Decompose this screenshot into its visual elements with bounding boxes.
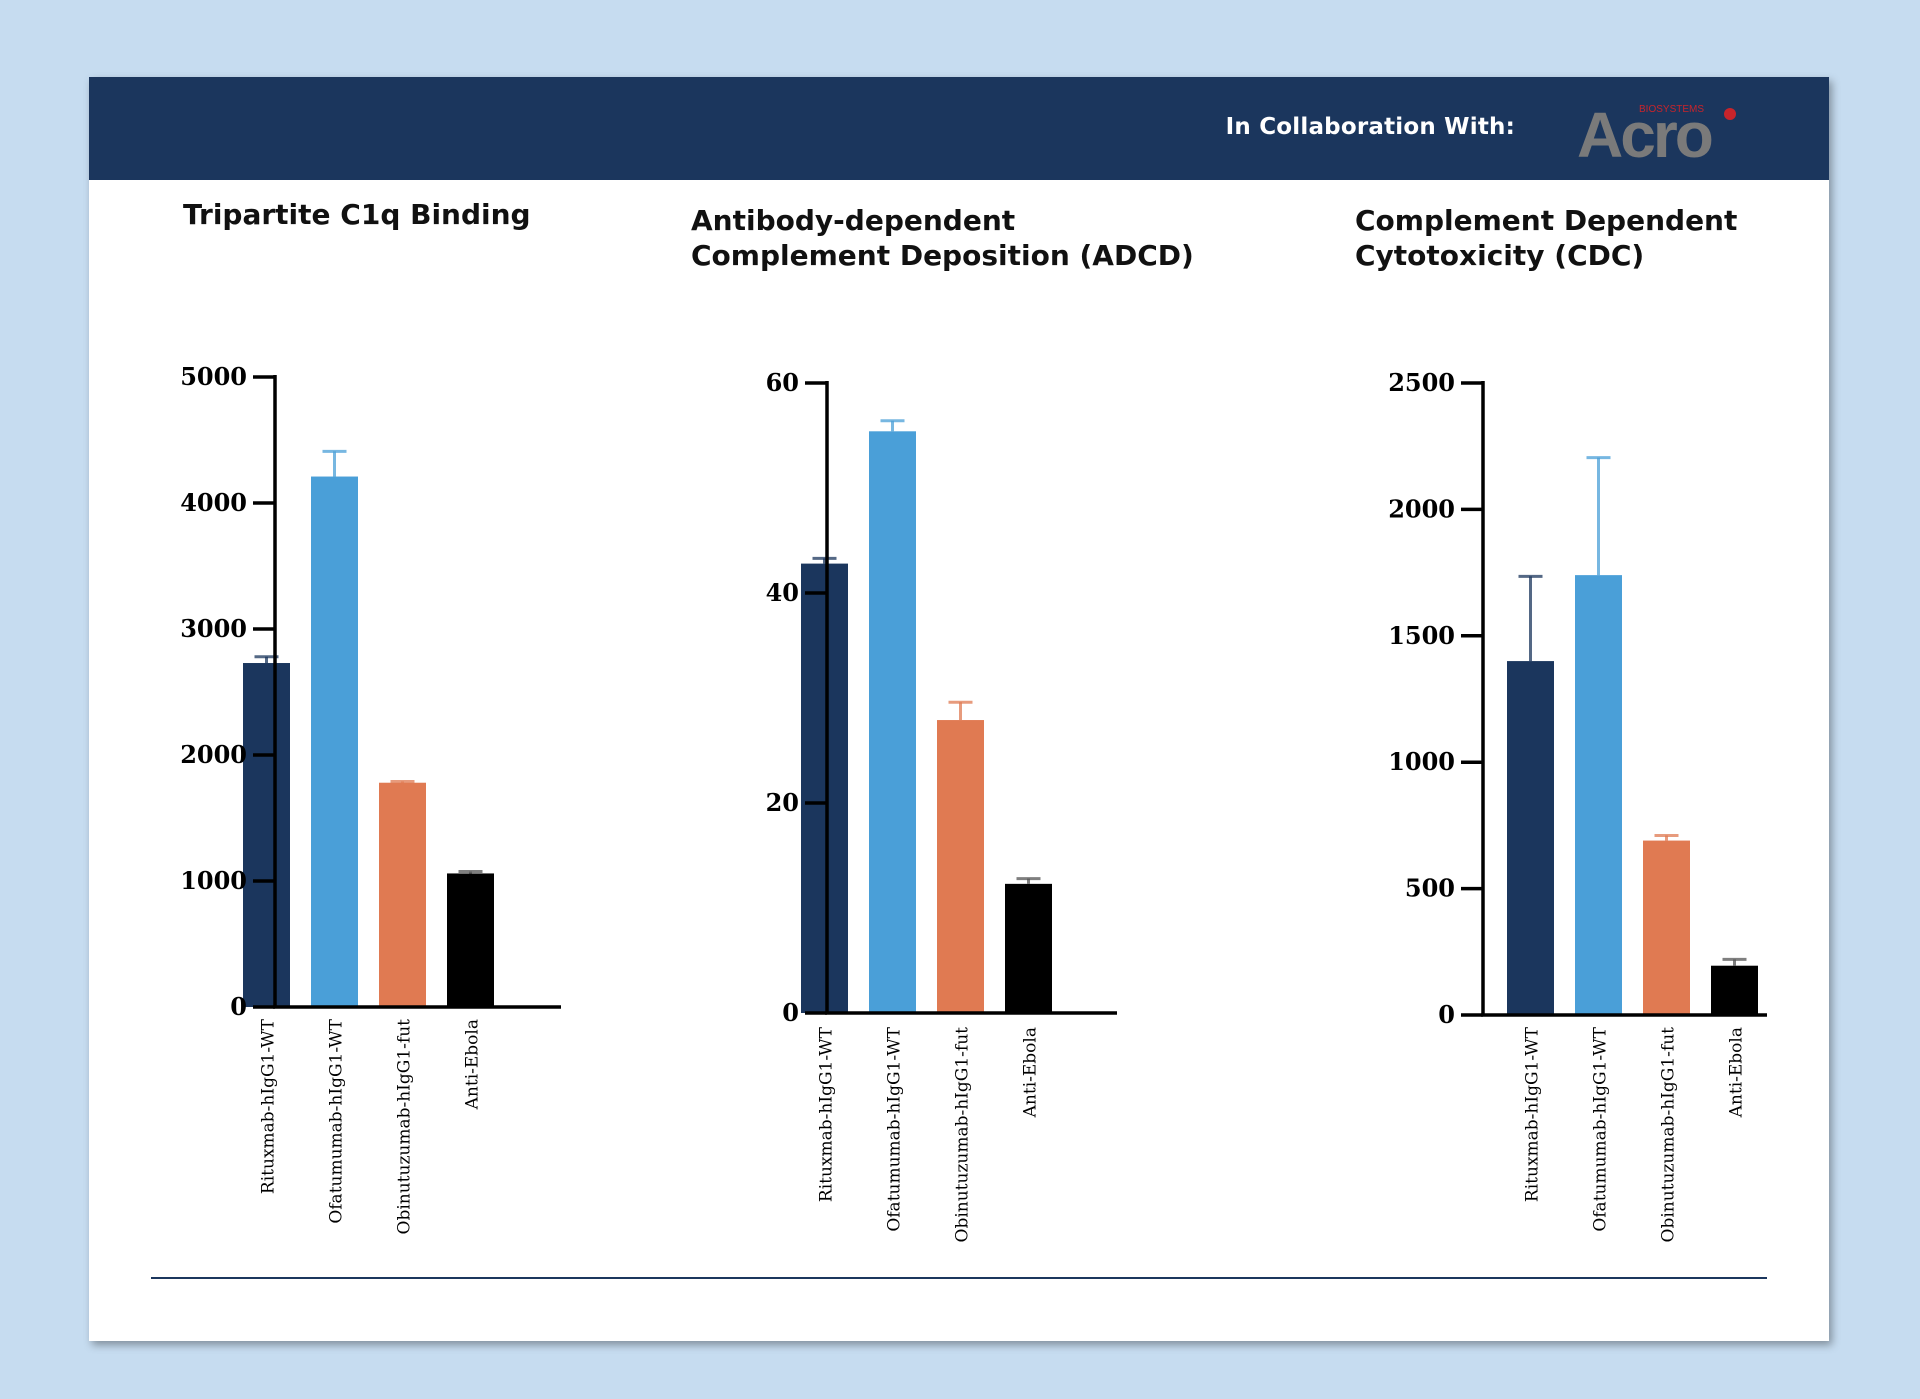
cdc-chart: Rituxmab-hIgG1-WT Ofatumumab-hIgG1-WT Obin…: [1388, 368, 1767, 1243]
category-label: Anti-Ebola: [1727, 1027, 1747, 1118]
chart-title-line: Tripartite C1q Binding: [183, 198, 531, 231]
logo-tagline: BIOSYSTEMS: [1639, 104, 1704, 115]
chart-title-line: Cytotoxicity (CDC): [1355, 239, 1645, 272]
adcd-chart: Rituxmab-hIgG1-WT Ofatumumab-hIgG1-WT Obin…: [766, 368, 1117, 1243]
y-tick-label: 0: [782, 998, 799, 1027]
category-label: Obinutuzumab-hIgG1-fut: [1659, 1027, 1679, 1243]
bar: [379, 782, 426, 1007]
y-tick-label: 3000: [180, 614, 247, 643]
category-label: Ofatumumab-hIgG1-WT: [885, 1026, 905, 1231]
y-tick-label: 5000: [180, 362, 247, 391]
footer-divider: [151, 1277, 1767, 1279]
y-tick-label: 1500: [1388, 621, 1455, 650]
header-bar: In Collaboration With: BIOSYSTEMS Acro: [89, 77, 1829, 180]
y-tick-label: 0: [230, 992, 247, 1021]
category-label: Rituxmab-hIgG1-WT: [1523, 1026, 1543, 1202]
y-tick-label: 0: [1438, 1000, 1455, 1029]
bar: [1711, 965, 1758, 1015]
category-label: Ofatumumab-hIgG1-WT: [327, 1018, 347, 1223]
bar: [869, 431, 916, 1013]
logo-dot: [1724, 108, 1736, 120]
chart-title-line: Antibody-dependent: [691, 204, 1016, 237]
chart-title-c1q: Tripartite C1q Binding: [183, 197, 531, 232]
bar: [311, 476, 358, 1007]
chart-title-line: Complement Deposition (ADCD): [691, 239, 1194, 272]
collaboration-text: In Collaboration With:: [1225, 114, 1515, 140]
bar: [1005, 883, 1052, 1013]
chart-title-cdc: Complement Dependent Cytotoxicity (CDC): [1355, 203, 1737, 273]
chart-title-adcd: Antibody-dependent Complement Deposition…: [691, 203, 1194, 273]
y-tick-label: 2000: [1388, 494, 1455, 523]
y-tick-label: 4000: [180, 488, 247, 517]
category-label: Obinutuzumab-hIgG1-fut: [395, 1019, 415, 1235]
bar: [243, 663, 290, 1007]
logo-wordmark: Acro: [1577, 99, 1712, 167]
bar: [1507, 661, 1554, 1015]
category-label: Rituxmab-hIgG1-WT: [259, 1018, 279, 1194]
y-tick-label: 40: [766, 578, 799, 607]
category-label: Obinutuzumab-hIgG1-fut: [953, 1027, 973, 1243]
bar: [937, 720, 984, 1013]
acro-biosystems-logo: BIOSYSTEMS Acro: [1577, 99, 1736, 167]
bar: [1575, 575, 1622, 1015]
y-tick-label: 20: [766, 788, 799, 817]
bar: [801, 563, 848, 1013]
y-tick-label: 2500: [1388, 368, 1455, 397]
y-tick-label: 2000: [180, 740, 247, 769]
category-label: Rituxmab-hIgG1-WT: [817, 1026, 837, 1202]
y-tick-label: 500: [1405, 874, 1455, 903]
category-label: Anti-Ebola: [1021, 1027, 1041, 1118]
y-tick-label: 1000: [180, 866, 247, 895]
y-tick-label: 1000: [1388, 747, 1455, 776]
y-tick-label: 60: [766, 368, 799, 397]
report-card: In Collaboration With: BIOSYSTEMS Acro T…: [89, 77, 1829, 1341]
bar: [447, 873, 494, 1007]
category-label: Anti-Ebola: [463, 1019, 483, 1110]
c1q-binding-chart: Rituxmab-hIgG1-WT Ofatumumab-hIgG1-WT Obin…: [180, 362, 561, 1235]
bar: [1643, 840, 1690, 1015]
chart-title-line: Complement Dependent: [1355, 204, 1738, 237]
category-label: Ofatumumab-hIgG1-WT: [1591, 1026, 1611, 1231]
